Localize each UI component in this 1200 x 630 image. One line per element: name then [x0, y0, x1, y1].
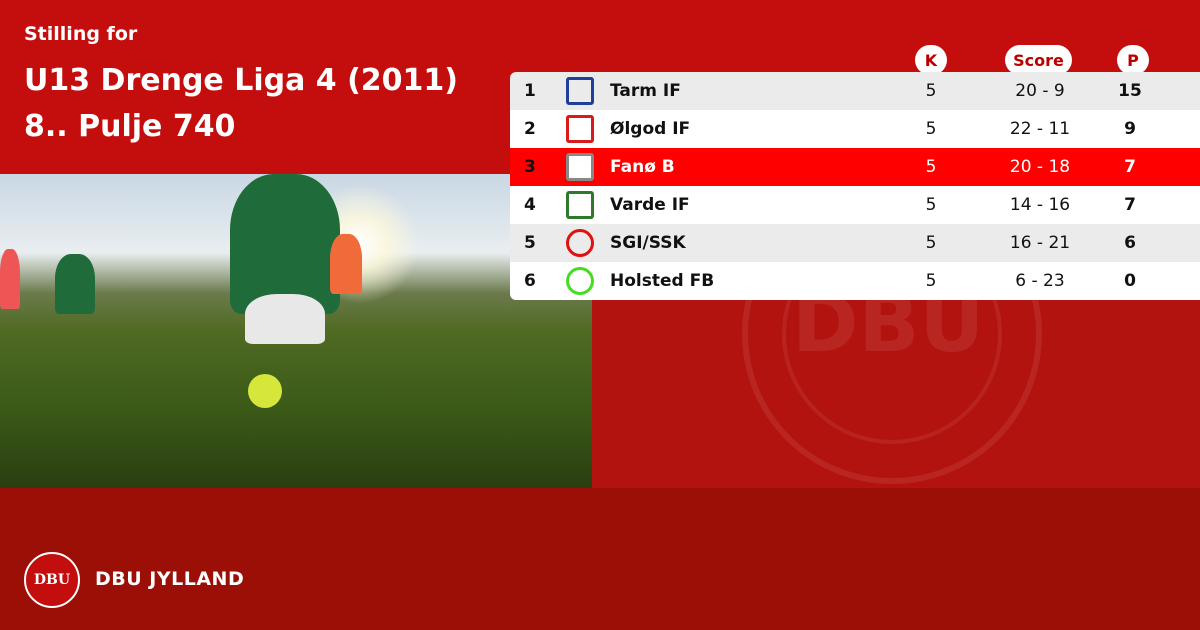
team-crest-icon [566, 153, 594, 181]
matches-played: 5 [925, 119, 937, 139]
score: 20 - 9 [1015, 81, 1065, 101]
team-crest-icon [566, 229, 594, 257]
position: 1 [524, 81, 536, 101]
table-row[interactable]: 1 Tarm IF 5 20 - 9 15 [510, 72, 1200, 110]
position: 5 [524, 233, 536, 253]
team-crest-icon [566, 77, 594, 105]
team-crest-icon [566, 267, 594, 295]
team-crest-icon [566, 191, 594, 219]
standings-table: 1 Tarm IF 5 20 - 9 15 2 Ølgod IF 5 22 - 1… [510, 72, 1200, 300]
team-crest-icon [566, 115, 594, 143]
table-row[interactable]: 6 Holsted FB 5 6 - 23 0 [510, 262, 1200, 300]
matches-played: 5 [925, 157, 937, 177]
table-row[interactable]: 2 Ølgod IF 5 22 - 11 9 [510, 110, 1200, 148]
football [248, 374, 282, 408]
footer-band [0, 488, 1200, 630]
score: 16 - 21 [1009, 233, 1071, 253]
football-photo [0, 174, 592, 488]
team-name: Holsted FB [610, 271, 715, 291]
score: 20 - 18 [1009, 157, 1071, 177]
team-name: Tarm IF [610, 81, 681, 101]
subtitle: Stilling for [24, 23, 138, 45]
position: 6 [524, 271, 536, 291]
team-name: Ølgod IF [610, 119, 691, 139]
team-name: Fanø B [610, 157, 675, 177]
matches-played: 5 [925, 195, 937, 215]
table-row[interactable]: 3 Fanø B 5 20 - 18 7 [510, 148, 1200, 186]
player-figure [55, 254, 95, 314]
points: 7 [1124, 195, 1136, 215]
matches-played: 5 [925, 233, 937, 253]
score: 22 - 11 [1009, 119, 1071, 139]
matches-played: 5 [925, 81, 937, 101]
points: 6 [1124, 233, 1136, 253]
table-row[interactable]: 5 SGI/SSK 5 16 - 21 6 [510, 224, 1200, 262]
table-row[interactable]: 4 Varde IF 5 14 - 16 7 [510, 186, 1200, 224]
column-header-score: Score [1005, 45, 1072, 75]
player-figure [230, 174, 340, 314]
player-figure [0, 249, 20, 309]
position: 2 [524, 119, 536, 139]
position: 3 [524, 157, 536, 177]
position: 4 [524, 195, 536, 215]
score: 6 - 23 [1015, 271, 1065, 291]
matches-played: 5 [925, 271, 937, 291]
brand-name: DBU JYLLAND [95, 568, 245, 590]
player-figure [330, 234, 362, 294]
page-title: U13 Drenge Liga 4 (2011) 8.. Pulje 740 [24, 63, 459, 144]
logo-text: DBU [33, 572, 71, 588]
team-name: SGI/SSK [610, 233, 686, 253]
score: 14 - 16 [1009, 195, 1071, 215]
points: 15 [1118, 81, 1142, 101]
points: 0 [1124, 271, 1136, 291]
player-shorts [245, 294, 325, 344]
column-header-k: K [915, 45, 947, 75]
dbu-logo: DBU [24, 552, 80, 608]
column-header-p: P [1117, 45, 1149, 75]
points: 9 [1124, 119, 1136, 139]
points: 7 [1124, 157, 1136, 177]
team-name: Varde IF [610, 195, 690, 215]
